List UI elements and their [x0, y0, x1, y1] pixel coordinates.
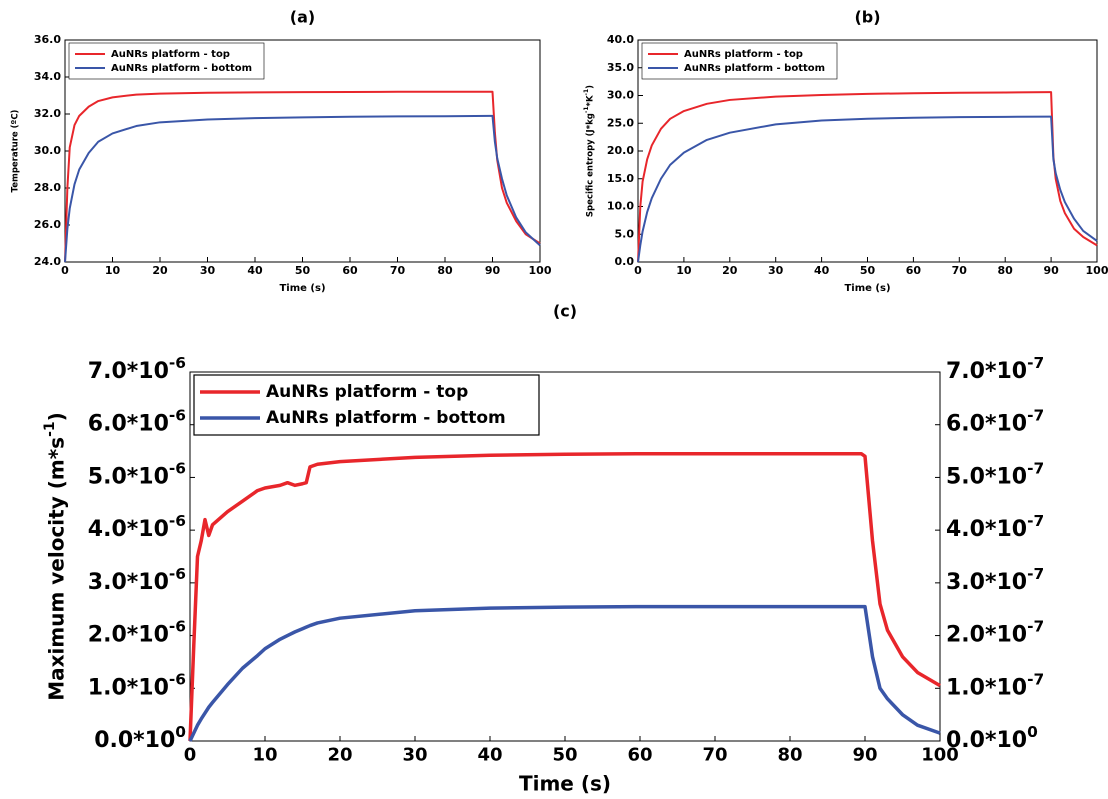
x-tick-label: 80 [777, 744, 802, 765]
y-tick-label: 40.0 [607, 33, 634, 46]
y-tick-label: 6.0*10-6 [88, 406, 186, 437]
y-tick-label: 5.0*10-6 [88, 459, 186, 490]
series-line [64, 90, 541, 263]
y-axis-label: Specific entropy (J*kg-1*K-1) [583, 85, 596, 217]
x-tick-label: 100 [921, 744, 959, 765]
y-tick-label: 25.0 [607, 116, 634, 129]
x-tick-label: 100 [529, 264, 552, 277]
y2-tick-label: 3.0*10-7 [946, 564, 1044, 595]
y-tick-label: 30.0 [607, 89, 634, 102]
x-tick-label: 0 [634, 264, 642, 277]
x-tick-label: 80 [437, 264, 453, 277]
subplot: (b) 0 10 20 30 40 50 60 70 80 90 100 0.0 5.0 10.0 15.0 2… [583, 8, 1108, 295]
x-tick-label: 10 [676, 264, 692, 277]
x-tick-label: 90 [1043, 264, 1059, 277]
x-tick-label: 40 [814, 264, 830, 277]
y-axis-label: Maximum velocity (m*s-1) [42, 412, 69, 701]
chart-title: (a) [290, 8, 315, 27]
series-line [637, 91, 1098, 263]
legend-label: AuNRs platform - top [111, 49, 230, 60]
chart-title: (b) [854, 8, 880, 27]
x-tick-label: 0 [61, 264, 69, 277]
y-tick-label: 35.0 [607, 61, 634, 74]
y2-tick-label: 5.0*10-7 [946, 459, 1044, 490]
x-tick-label: 30 [200, 264, 216, 277]
y-tick-label: 26.0 [34, 218, 61, 231]
x-tick-label: 80 [998, 264, 1014, 277]
y-tick-label: 0.0*100 [94, 723, 186, 754]
y2-tick-label: 2.0*10-7 [946, 617, 1044, 648]
subplot: (a) 0 10 20 30 40 50 60 70 80 90 100 24.0 26.0 28.0 30.… [11, 8, 552, 295]
legend-label: AuNRs platform - top [266, 382, 468, 402]
x-tick-label: 70 [390, 264, 406, 277]
x-tick-label: 50 [295, 264, 311, 277]
x-axis-label: Time (s) [844, 283, 890, 294]
x-tick-label: 30 [768, 264, 784, 277]
x-tick-label: 90 [485, 264, 501, 277]
y2-tick-label: 4.0*10-7 [946, 512, 1044, 543]
series-line [637, 115, 1098, 263]
x-tick-label: 40 [247, 264, 263, 277]
x-tick-label: 70 [952, 264, 968, 277]
y-tick-label: 10.0 [607, 200, 634, 213]
legend-box [68, 42, 265, 80]
x-axis-label: Time (s) [519, 772, 611, 796]
legend-box [641, 42, 838, 80]
y-tick-label: 15.0 [607, 172, 634, 185]
x-tick-label: 20 [152, 264, 168, 277]
y-tick-label: 7.0*10-6 [88, 354, 186, 385]
legend-box [193, 374, 540, 436]
x-tick-label: 40 [477, 744, 502, 765]
y-tick-label: 1.0*10-6 [88, 670, 186, 701]
legend-label: AuNRs platform - bottom [111, 63, 252, 74]
y-tick-label: 2.0*10-6 [88, 617, 186, 648]
y2-tick-label: 6.0*10-7 [946, 406, 1044, 437]
series-line [188, 604, 941, 742]
y-tick-label: 24.0 [34, 255, 61, 268]
y-tick-label: 5.0 [615, 227, 635, 240]
x-tick-label: 100 [1086, 264, 1108, 277]
y-tick-label: 28.0 [34, 181, 61, 194]
y-tick-label: 20.0 [607, 144, 634, 157]
y-tick-label: 34.0 [34, 70, 61, 83]
x-axis-label: Time (s) [279, 283, 325, 294]
x-tick-label: 10 [252, 744, 277, 765]
y-tick-label: 36.0 [34, 33, 61, 46]
chart-title: (c) [553, 302, 577, 321]
x-tick-label: 50 [860, 264, 876, 277]
x-tick-label: 60 [627, 744, 652, 765]
x-tick-label: 10 [105, 264, 121, 277]
legend-label: AuNRs platform - top [684, 49, 803, 60]
y-tick-label: 30.0 [34, 144, 61, 157]
y-tick-label: 3.0*10-6 [88, 564, 186, 595]
series-line [64, 114, 541, 263]
x-tick-label: 0 [184, 744, 197, 765]
x-tick-label: 20 [327, 744, 352, 765]
x-tick-label: 30 [402, 744, 427, 765]
x-tick-label: 90 [852, 744, 877, 765]
y-tick-label: 32.0 [34, 107, 61, 120]
x-tick-label: 50 [552, 744, 577, 765]
x-tick-label: 60 [906, 264, 922, 277]
series-line [188, 451, 941, 742]
legend-label: AuNRs platform - bottom [266, 408, 506, 428]
x-tick-label: 60 [342, 264, 358, 277]
legend-label: AuNRs platform - bottom [684, 63, 825, 74]
y-axis-label: Temperature (ºC) [11, 109, 21, 192]
subplot: (c)0 10 20 30 40 50 60 70 80 90 1000.0*1001.0*10-6… [42, 302, 1044, 796]
x-tick-label: 70 [702, 744, 727, 765]
y2-tick-label: 1.0*10-7 [946, 670, 1044, 701]
y-tick-label: 4.0*10-6 [88, 512, 186, 543]
y2-tick-label: 0.0*100 [946, 723, 1038, 754]
x-tick-label: 20 [722, 264, 738, 277]
y-tick-label: 0.0 [615, 255, 635, 268]
y2-tick-label: 7.0*10-7 [946, 354, 1044, 385]
